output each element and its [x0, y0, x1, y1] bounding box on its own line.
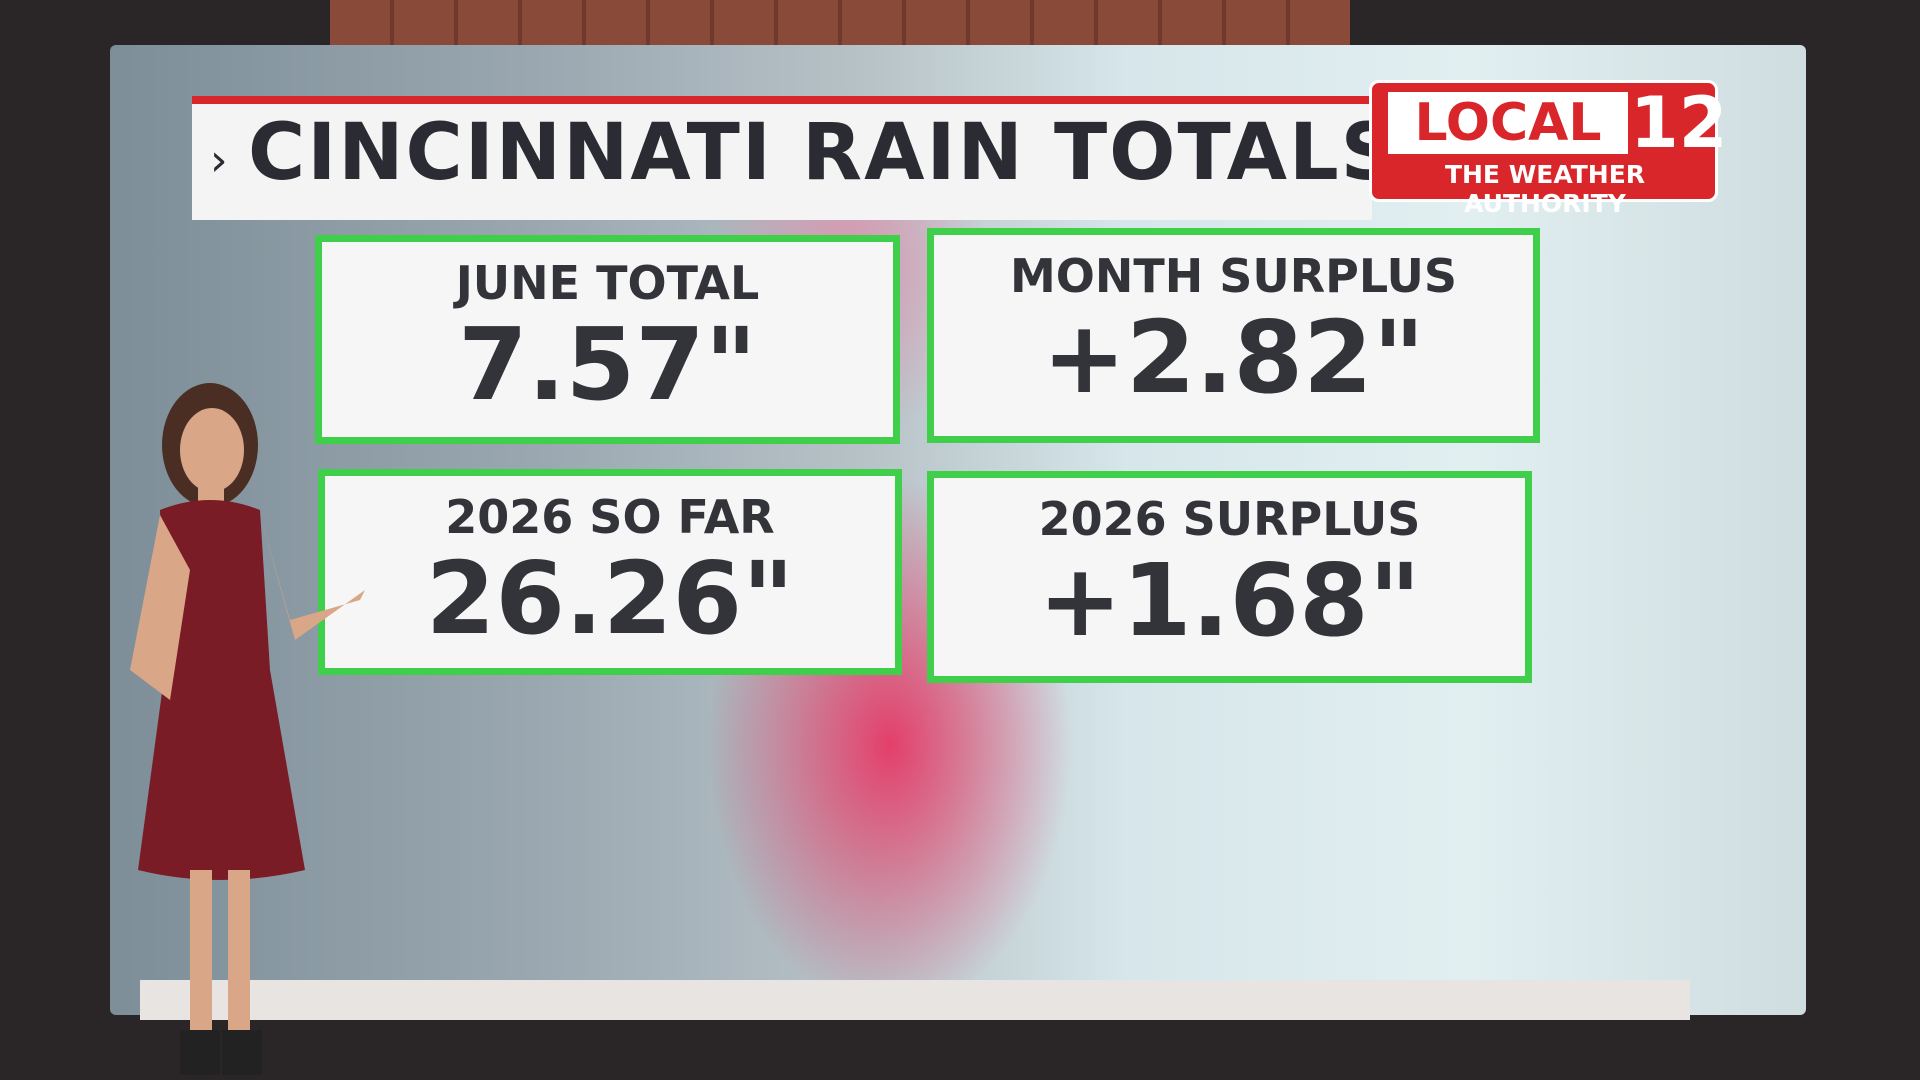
card-value: +2.82": [1042, 299, 1425, 416]
stat-card: 2026 SURPLUS +1.68": [927, 471, 1532, 683]
card-label: MONTH SURPLUS: [1009, 249, 1458, 303]
card-value: 26.26": [425, 540, 795, 657]
card-label: 2026 SO FAR: [445, 490, 775, 544]
logo-tagline: THE WEATHER AUTHORITY: [1444, 160, 1646, 218]
chevron: ›: [210, 135, 228, 186]
card-label: JUNE TOTAL: [455, 256, 760, 310]
title-bar: [192, 96, 1372, 220]
logo-number: 12: [1630, 82, 1728, 164]
presenter: [130, 383, 365, 1075]
card-value: 7.57": [458, 306, 757, 423]
stat-card: JUNE TOTAL 7.57": [315, 235, 900, 444]
logo-name: LOCAL: [1388, 92, 1628, 154]
title: CINCINNATI RAIN TOTALS: [248, 108, 1399, 198]
stage-floor: [140, 980, 1690, 1020]
card-label: 2026 SURPLUS: [1038, 492, 1421, 546]
stat-card: 2026 SO FAR 26.26": [318, 469, 902, 675]
stat-card: MONTH SURPLUS +2.82": [927, 228, 1540, 443]
card-value: +1.68": [1038, 542, 1421, 659]
